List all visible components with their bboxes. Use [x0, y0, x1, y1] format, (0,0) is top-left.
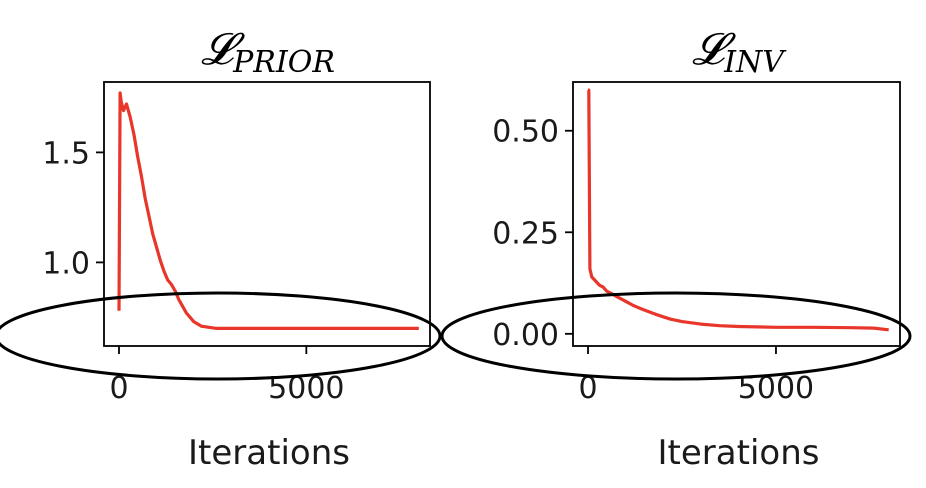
- series-line: [117, 91, 419, 330]
- y-tick-label: 1.0: [42, 246, 90, 281]
- chart-title: 𝓛PRIOR: [201, 24, 335, 80]
- highlight-ellipse: [0, 291, 442, 381]
- chart-title-subscript: PRIOR: [232, 45, 335, 80]
- highlight-ellipse: [440, 291, 912, 381]
- axes-frame: [103, 81, 431, 347]
- x-tick-label: 0: [578, 371, 597, 406]
- y-tick-label: 0.50: [492, 115, 559, 150]
- y-tick-label: 0.00: [492, 318, 559, 353]
- chart-title-subscript: INV: [723, 45, 787, 80]
- chart-title: 𝓛INV: [692, 24, 787, 80]
- series-line: [587, 88, 889, 332]
- x-axis-label: Iterations: [658, 433, 820, 473]
- x-tick-label: 0: [109, 371, 128, 406]
- x-axis-label: Iterations: [188, 433, 350, 473]
- axes-frame: [572, 81, 901, 347]
- y-tick-label: 1.5: [42, 136, 90, 171]
- y-tick-label: 0.25: [492, 216, 559, 251]
